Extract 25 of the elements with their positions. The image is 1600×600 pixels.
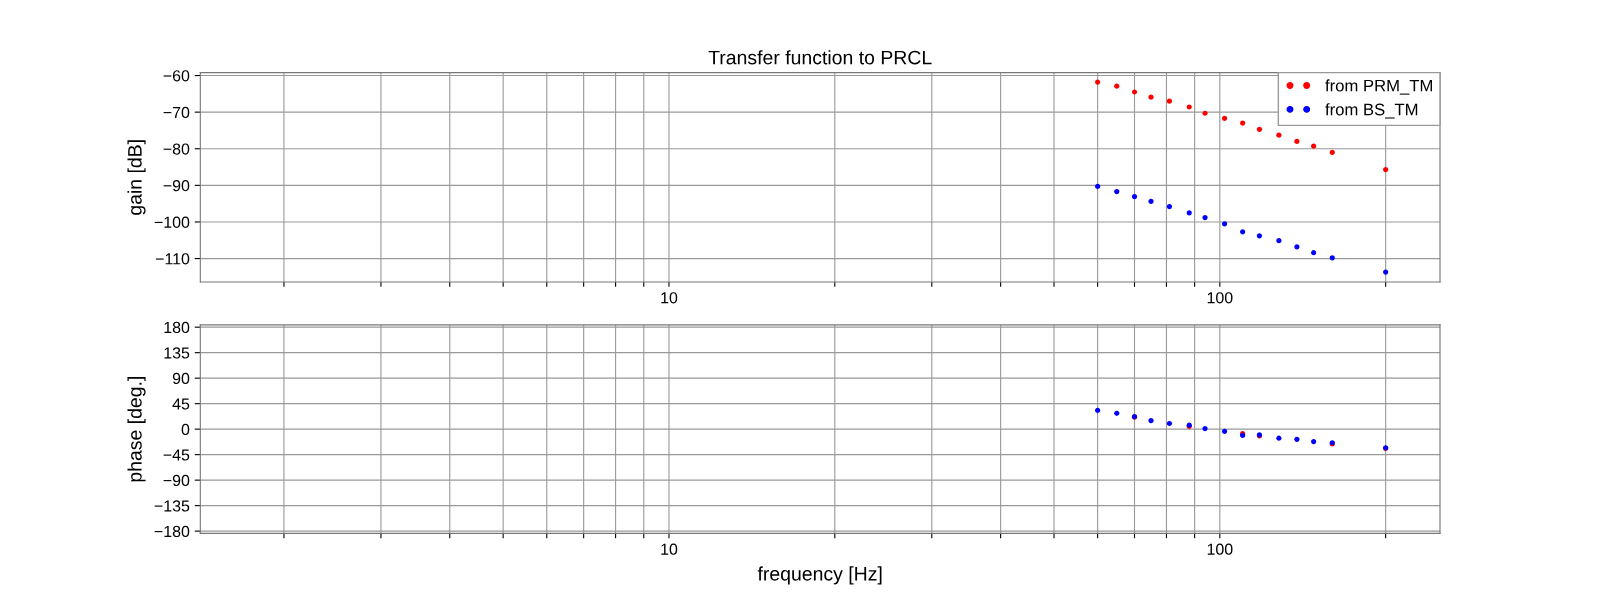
x-tick-label: 100 [1207,543,1233,555]
y-tick-label: 135 [164,347,190,359]
y-tick-label: −90 [163,179,190,192]
y-tick-label: −80 [163,143,190,155]
legend-label: from PRM_TM [1325,79,1432,95]
y-tick-label: −135 [154,500,190,512]
y-tick-label: 0 [181,423,190,436]
y-axis-title: gain [dB] [127,140,146,215]
y-tick-label: −45 [163,449,190,461]
y-tick-label: 90 [172,372,190,385]
x-tick-label: 10 [661,543,678,555]
y-axis-title: phase [deg.] [127,377,146,482]
y-tick-label: 180 [164,321,190,334]
y-tick-label: −60 [163,70,190,82]
x-axis-title: frequency [Hz] [757,566,882,585]
y-tick-label: −180 [154,525,190,538]
legend-label: from BS_TM [1325,103,1418,119]
y-tick-label: −110 [155,253,190,265]
y-tick-label: −100 [154,216,190,228]
y-tick-label: −90 [163,474,190,487]
y-tick-label: −70 [163,106,190,119]
x-tick-label: 100 [1207,292,1233,304]
chart-title: Transfer function to PRCL [708,50,932,65]
x-tick-label: 10 [661,292,678,304]
y-tick-label: 45 [172,398,190,410]
